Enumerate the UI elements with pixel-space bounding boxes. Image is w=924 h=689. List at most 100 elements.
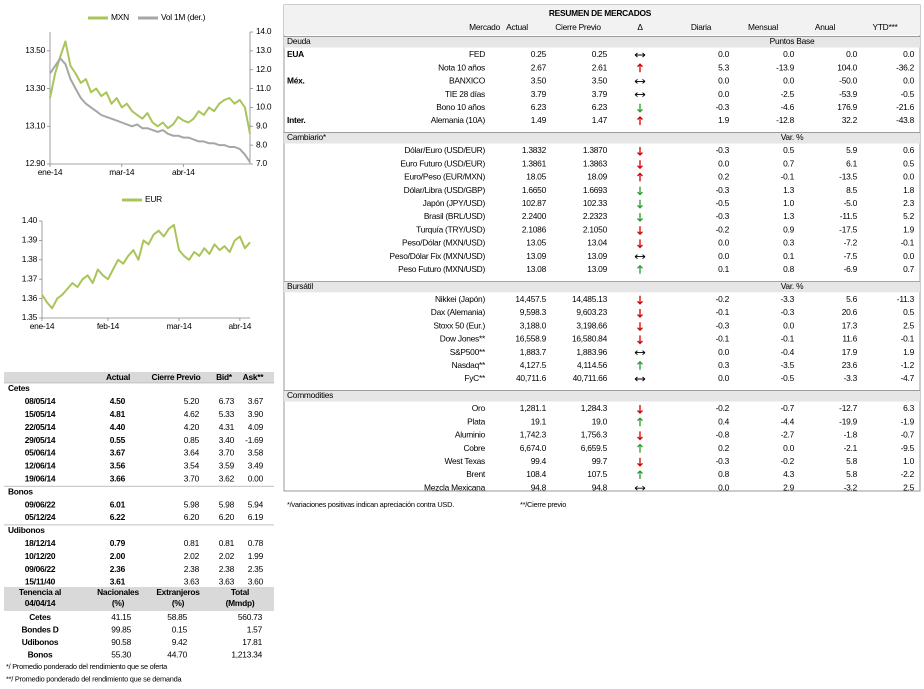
cell: 4,114.56 — [577, 360, 608, 370]
row-label: FyC** — [464, 373, 486, 383]
x-tick-label: feb-14 — [97, 321, 120, 331]
arrow-up — [637, 116, 643, 125]
arrow-up — [637, 264, 643, 274]
y2-tick-label: 11.0 — [256, 83, 271, 93]
cell: 5.2 — [903, 211, 914, 221]
row-label: 19/06/14 — [25, 474, 56, 484]
row-label: 05/06/14 — [25, 448, 56, 458]
row-group: Inter. — [287, 115, 306, 125]
cell: -0.1 — [716, 334, 730, 344]
cell: 2.5 — [903, 482, 914, 492]
cell: 560.73 — [238, 612, 263, 622]
summary-title: RESUMEN DE MERCADOS — [549, 8, 652, 18]
row-label: Brent — [466, 469, 486, 479]
cell: 3.58 — [248, 448, 264, 458]
section-header-bg — [284, 281, 920, 293]
cell: 0.5 — [903, 158, 914, 168]
row-label: 05/12/24 — [25, 512, 56, 522]
cell: 0.7 — [903, 264, 914, 274]
cell: 0.4 — [718, 416, 729, 426]
cell: 18.05 — [526, 172, 546, 182]
cell: 1,281.1 — [520, 403, 547, 413]
arrow-up — [637, 470, 643, 479]
cell: 0.0 — [903, 76, 914, 86]
row-label: Bono 10 años — [436, 102, 485, 112]
arrow-down — [637, 431, 643, 441]
cell: 0.0 — [718, 347, 729, 357]
cell: 0.2 — [718, 443, 729, 453]
cell: -4.4 — [781, 416, 795, 426]
cell: 5.98 — [219, 499, 235, 509]
cell: 4.3 — [783, 469, 794, 479]
cell: 6.01 — [110, 499, 126, 509]
arrow-down — [637, 213, 643, 222]
arrow-down — [637, 335, 643, 345]
cell: 0.9 — [783, 224, 794, 234]
holdings-header-bg — [4, 587, 274, 611]
cell: -0.5 — [781, 373, 795, 383]
cell: 0.0 — [718, 238, 729, 248]
arrow-down — [637, 199, 643, 209]
cell: 0.0 — [718, 76, 729, 86]
y-tick-label: 1.36 — [22, 293, 38, 303]
cell: -0.8 — [716, 430, 730, 440]
cell: -13.5 — [839, 172, 857, 182]
arrow-up — [637, 443, 643, 453]
cell: 1.47 — [592, 115, 608, 125]
cell: 3.66 — [110, 474, 126, 484]
cell: -3.2 — [844, 482, 858, 492]
summary-header-bg — [284, 5, 920, 35]
cell: 1.57 — [247, 625, 263, 635]
row-label: Mezcla Mexicana — [424, 482, 486, 492]
cell: 0.2 — [718, 172, 729, 182]
cell: 99.7 — [592, 456, 608, 466]
cell: 17.9 — [842, 347, 858, 357]
arrow-up — [637, 63, 643, 73]
cell: 5.20 — [184, 396, 200, 406]
y-tick-label: 1.38 — [22, 254, 38, 264]
cell: 3,198.66 — [576, 320, 607, 330]
cell: 108.4 — [526, 469, 546, 479]
rates-header-bg — [4, 372, 274, 383]
x-tick-label: mar-14 — [166, 321, 192, 331]
legend-label: EUR — [145, 194, 162, 204]
row-label: Peso/Dólar (MXN/USD) — [402, 238, 485, 248]
cell: 44.70 — [167, 650, 187, 660]
cell: -9.5 — [901, 443, 915, 453]
cell: -0.3 — [716, 185, 730, 195]
cell: -1.2 — [901, 360, 915, 370]
row-label: Dax (Alemania) — [431, 307, 486, 317]
cell: 3.62 — [219, 474, 235, 484]
cell: 2.02 — [219, 551, 235, 561]
cell: -53.9 — [839, 89, 857, 99]
cell: -0.7 — [781, 403, 795, 413]
cell: 3.90 — [248, 409, 264, 419]
cell: 2.38 — [184, 564, 200, 574]
cell: -50.0 — [839, 76, 857, 86]
y2-tick-label: 14.0 — [256, 26, 272, 36]
section-header-bg — [284, 132, 920, 144]
column-header: YTD*** — [872, 22, 898, 32]
cell: 6.20 — [219, 512, 235, 522]
cell: 1.6650 — [522, 185, 547, 195]
cell: 5.33 — [219, 409, 235, 419]
cell: 3.63 — [184, 577, 200, 587]
cell: 4.20 — [184, 422, 200, 432]
y-tick-label: 13.50 — [25, 45, 45, 55]
cell: 3.54 — [184, 461, 200, 471]
arrow-flat — [634, 79, 646, 84]
x-tick-label: ene-14 — [30, 321, 55, 331]
cell: -2.7 — [781, 430, 795, 440]
cell: -0.5 — [716, 198, 730, 208]
column-header: Δ — [637, 22, 643, 32]
cell: 14,457.5 — [515, 294, 546, 304]
y-tick-label: 12.90 — [25, 158, 45, 168]
cell: 13.08 — [526, 264, 546, 274]
cell: -0.3 — [716, 102, 730, 112]
column-header: Diaria — [691, 22, 712, 32]
cell: -0.3 — [781, 307, 795, 317]
section-name: Bursátil — [287, 281, 313, 291]
cell: 1.6693 — [583, 185, 608, 195]
cell: 3.70 — [219, 448, 235, 458]
arrow-down — [637, 239, 643, 249]
